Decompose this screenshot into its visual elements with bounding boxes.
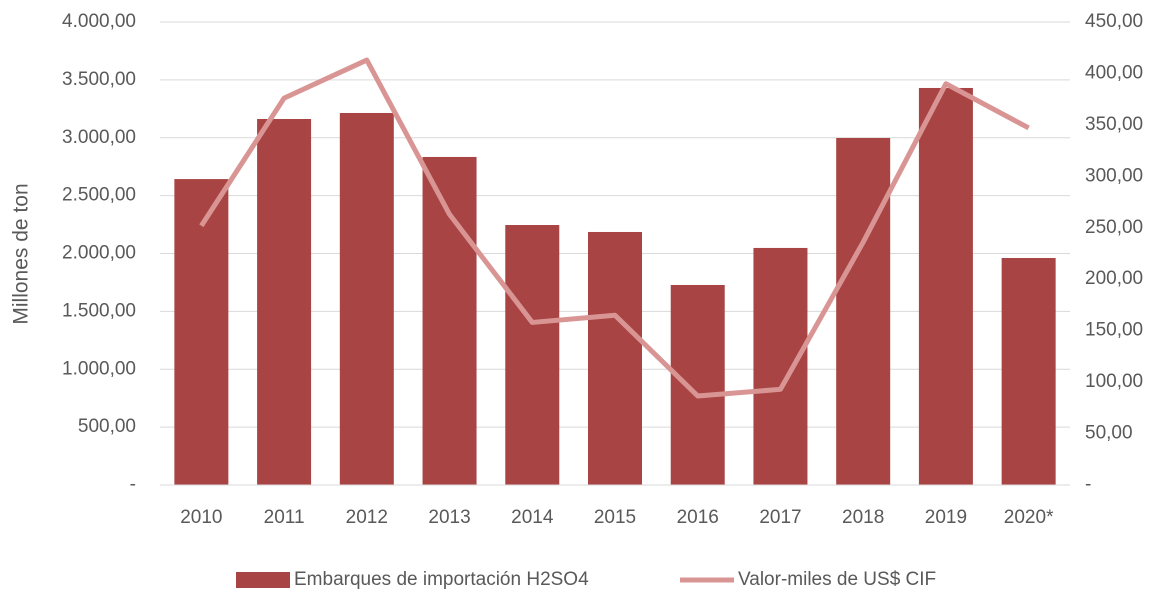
x-tick-label: 2016: [677, 507, 719, 528]
x-tick-label: 2010: [180, 507, 222, 528]
y-tick-label: 3.500,00: [62, 69, 136, 90]
legend-label: Valor-miles de US$ CIF: [738, 569, 936, 590]
y-tick-label: 500,00: [78, 416, 136, 437]
bar: [257, 118, 312, 485]
x-tick-label: 2018: [842, 507, 884, 528]
y-tick-label: 2.500,00: [62, 185, 136, 206]
y2-tick-label: 350,00: [1085, 114, 1143, 135]
x-tick-label: 2020*: [1004, 507, 1054, 528]
y2-tick-label: -: [1085, 474, 1091, 495]
bar: [588, 231, 642, 485]
bar: [1001, 258, 1056, 485]
x-tick-label: 2019: [925, 507, 967, 528]
legend-swatch: [236, 572, 290, 588]
y-axis-label: Millones de ton: [10, 183, 33, 324]
bar: [753, 247, 808, 485]
y2-tick-label: 100,00: [1085, 371, 1143, 392]
y2-tick-label: 50,00: [1085, 423, 1133, 444]
x-tick-label: 2011: [264, 507, 305, 528]
y2-tick-label: 400,00: [1085, 62, 1143, 83]
y2-tick-label: 250,00: [1085, 217, 1143, 238]
line: [199, 57, 1030, 399]
x-tick-label: 2014: [511, 507, 554, 528]
y2-tick-label: 450,00: [1085, 11, 1143, 32]
x-tick-label: 2015: [594, 507, 636, 528]
bar: [670, 284, 725, 485]
y-tick-label: 4.000,00: [62, 11, 136, 32]
x-tick-label: 2013: [428, 507, 470, 528]
bar: [836, 137, 891, 485]
legend-label: Embarques de importación H2SO4: [294, 569, 589, 590]
y-tick-label: 2.000,00: [62, 243, 136, 264]
y2-tick-label: 200,00: [1085, 268, 1143, 289]
x-tick-label: 2012: [346, 507, 388, 528]
bar: [505, 225, 560, 485]
bar: [339, 112, 394, 486]
x-tick-label: 2017: [759, 507, 801, 528]
y2-tick-label: 150,00: [1085, 320, 1143, 341]
y2-tick-label: 300,00: [1085, 165, 1143, 186]
y-tick-label: 3.000,00: [62, 127, 136, 148]
y-tick-label: 1.000,00: [62, 358, 136, 379]
y-tick-label: 1.500,00: [62, 300, 136, 321]
bar: [918, 87, 973, 485]
bar: [422, 156, 477, 486]
y-tick-label: -: [130, 474, 136, 495]
bar: [174, 179, 229, 485]
